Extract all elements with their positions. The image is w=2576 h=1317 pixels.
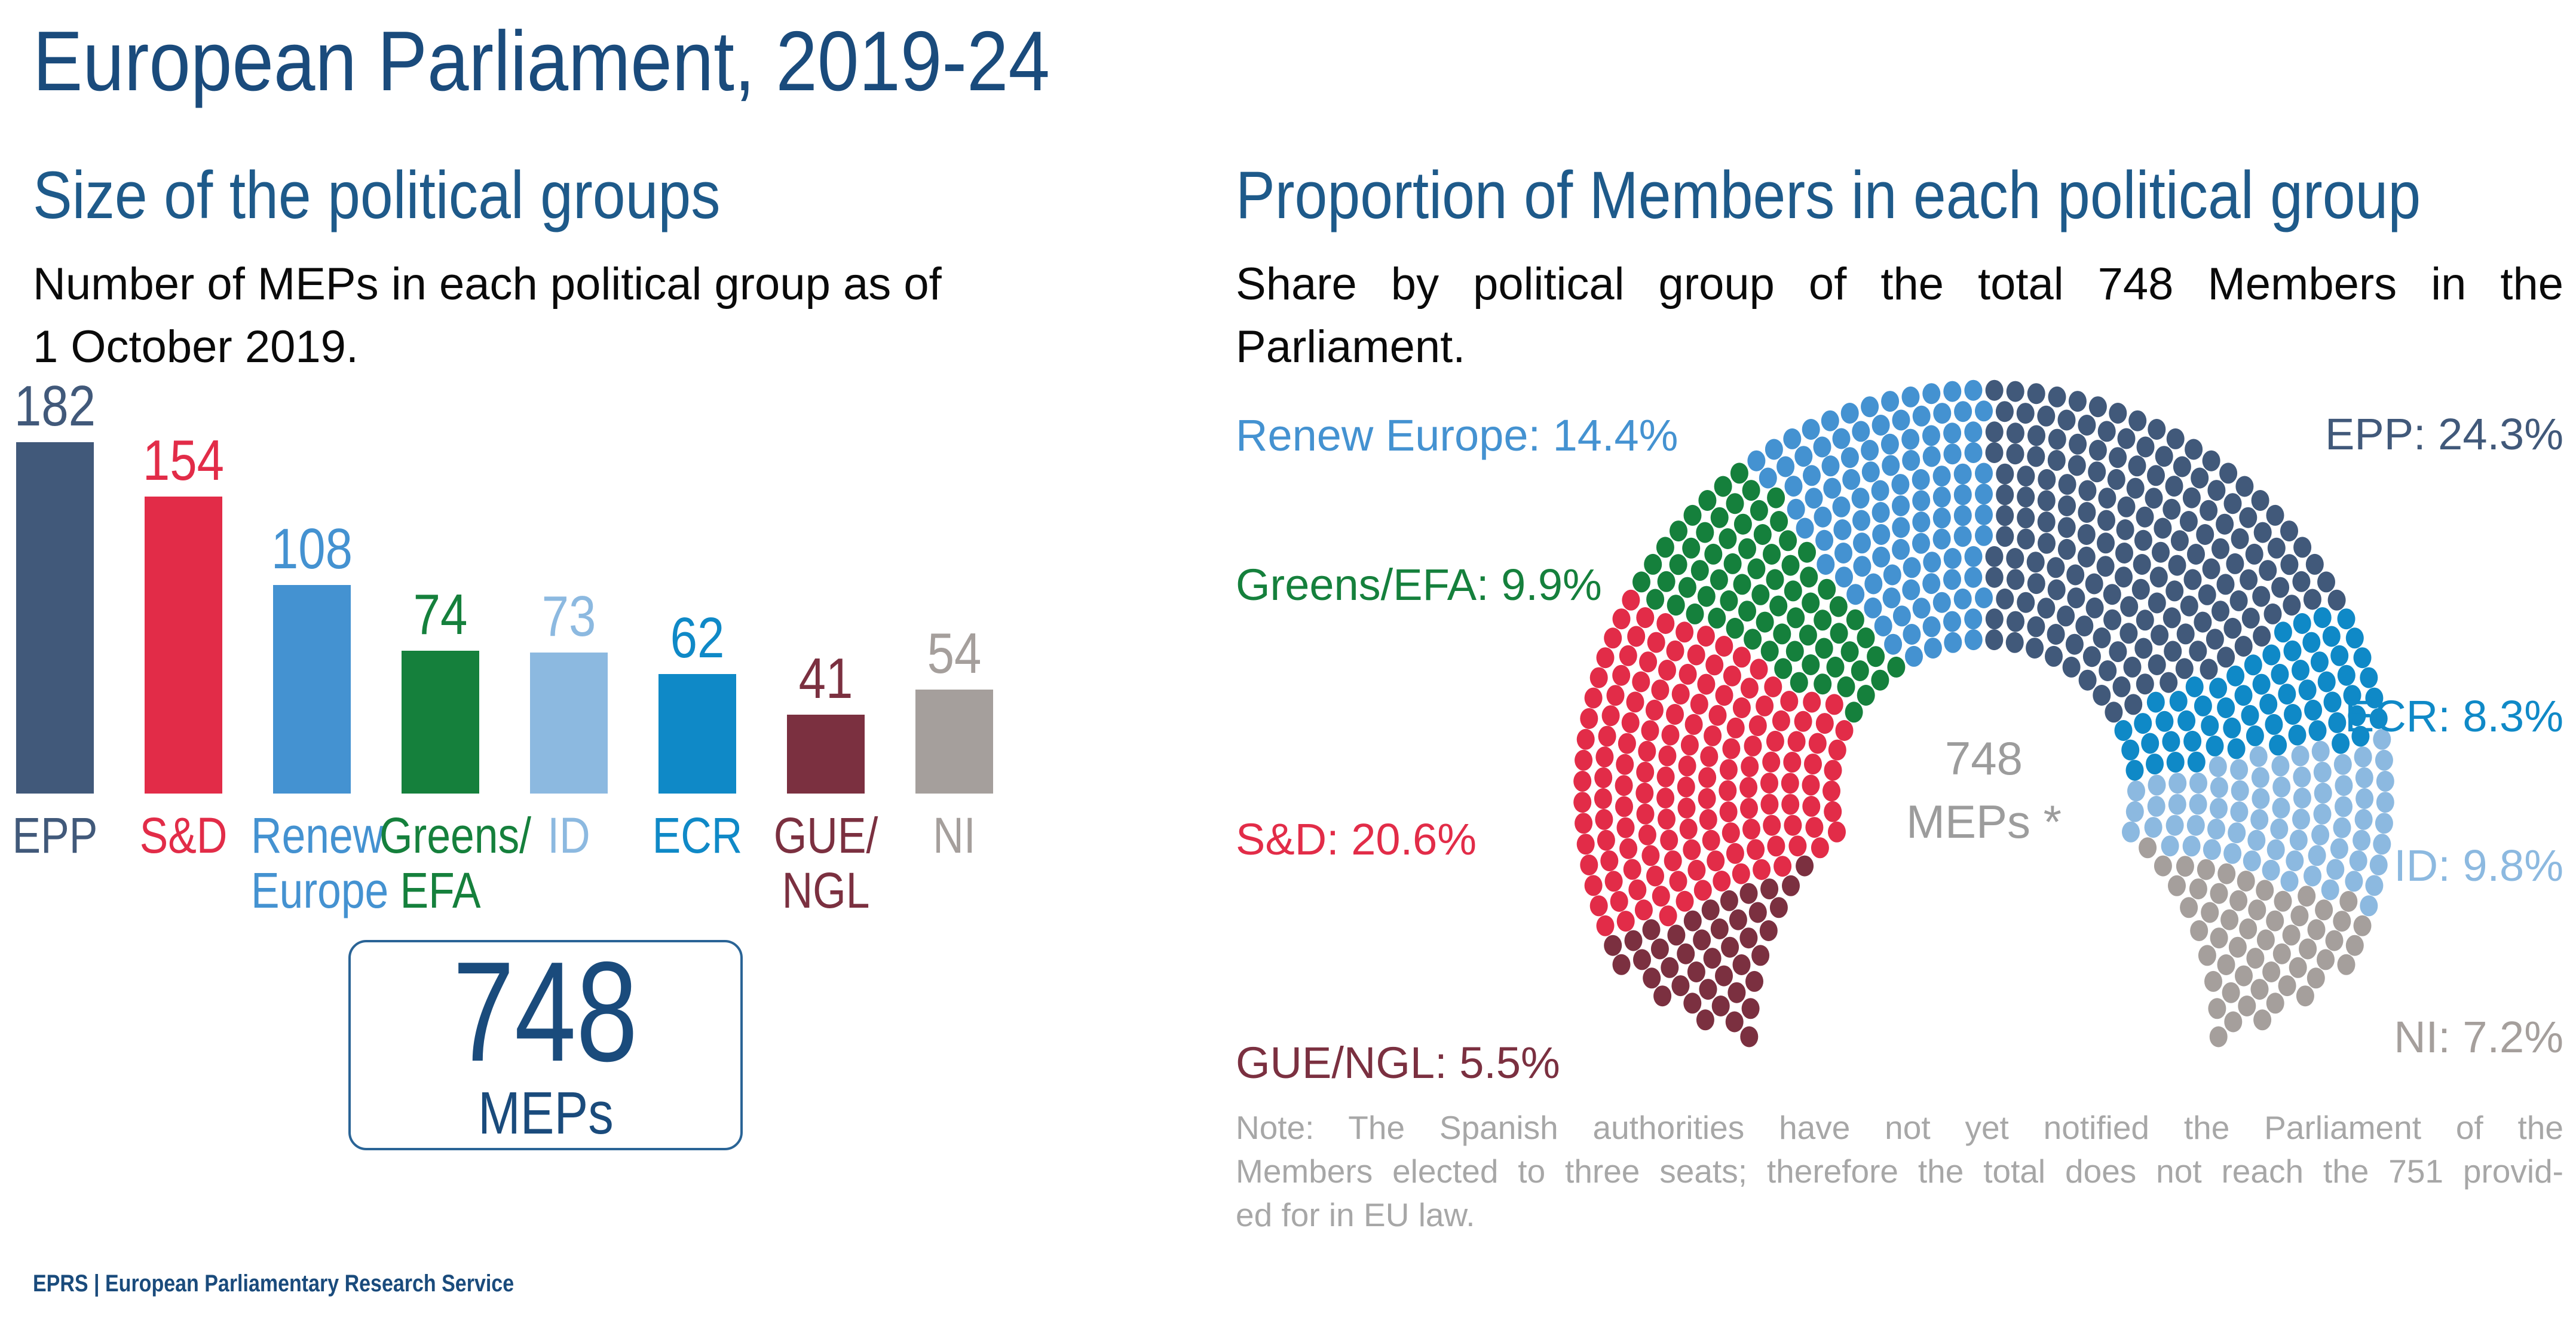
left-subtitle-line1: Number of MEPs in each political group a…	[33, 259, 942, 310]
footer-credit: EPRS | European Parliamentary Research S…	[33, 1270, 514, 1297]
bar-epp	[16, 442, 94, 794]
left-section-heading: Size of the political groups	[33, 158, 721, 232]
bar-ecr	[658, 674, 736, 794]
hemicycle-dots	[1573, 379, 2394, 1048]
bar-label-epp: EPP	[12, 807, 98, 863]
bar-greens-efa	[402, 651, 479, 794]
bar-value-greens-efa: 74	[413, 583, 468, 647]
bar-label-ecr: ECR	[652, 807, 743, 863]
hemicycle-center-label: 748 MEPs *	[1834, 727, 2133, 853]
bar-value-renew-europe: 108	[271, 517, 353, 581]
label-greens-efa: Greens/EFA: 9.9%	[1236, 560, 1602, 610]
bar-renew-europe	[273, 585, 351, 794]
total-meps-box: 748 MEPs	[348, 940, 743, 1150]
bar-value-gue-ngl: 41	[798, 647, 853, 710]
bar-label-renew-europe: Renew Europe	[251, 807, 389, 919]
right-section-subtitle: Share by political group of the total 74…	[1236, 253, 2563, 379]
bar-chart: 182 EPP 154 S&D 108 Renew Europe 74 Greens/EFA 73…	[0, 0, 1076, 1016]
note-line2: Members elected to three seats; therefor…	[1236, 1153, 2563, 1190]
label-id: ID: 9.8%	[2394, 841, 2563, 890]
left-subtitle-line2: 1 October 2019.	[33, 321, 359, 372]
bar-value-ecr: 62	[670, 606, 725, 670]
note-line1: Note: The Spanish authorities have not y…	[1236, 1109, 2563, 1146]
bar-id	[530, 653, 608, 794]
note-text: Note: The Spanish authorities have not y…	[1236, 1106, 2563, 1237]
right-subtitle-line1: Share by political group of the total 74…	[1236, 259, 2563, 310]
page-title: European Parliament, 2019-24	[33, 14, 1050, 109]
bar-ni	[915, 690, 993, 794]
label-ecr: ECR: 8.3%	[2344, 691, 2563, 741]
bar-label-id: ID	[547, 807, 590, 863]
bar-label-ni: NI	[933, 807, 976, 863]
total-meps-number: 748	[453, 932, 638, 1091]
bar-label-s-d: S&D	[139, 807, 228, 863]
label-epp: EPP: 24.3%	[2324, 409, 2563, 459]
left-section-subtitle: Number of MEPs in each political group a…	[33, 253, 1085, 379]
note-line3: ed for in EU law.	[1236, 1196, 1475, 1234]
bar-value-s-d: 154	[142, 428, 225, 492]
hemicycle-chart	[1573, 379, 2394, 1048]
right-subtitle-line2: Parliament.	[1236, 321, 1466, 372]
bar-label-gue-ngl: GUE/NGL	[773, 807, 878, 919]
right-section-heading: Proportion of Members in each political …	[1236, 158, 2421, 232]
bar-value-epp: 182	[14, 374, 96, 438]
bar-s-d	[145, 497, 222, 794]
bar-gue-ngl	[787, 715, 865, 794]
bar-value-id: 73	[541, 584, 596, 648]
bar-label-greens-efa: Greens/EFA	[379, 807, 531, 919]
hemicycle-center-total: 748	[1944, 732, 2023, 785]
label-gue-ngl: GUE/NGL: 5.5%	[1236, 1038, 1560, 1088]
hemicycle-center-meps: MEPs *	[1906, 795, 2062, 849]
label-ni: NI: 7.2%	[2394, 1012, 2563, 1062]
label-renew-europe: Renew Europe: 14.4%	[1236, 411, 1678, 460]
label-sd: S&D: 20.6%	[1236, 814, 1477, 864]
total-meps-label: MEPs	[477, 1080, 614, 1147]
bar-value-ni: 54	[927, 621, 982, 685]
